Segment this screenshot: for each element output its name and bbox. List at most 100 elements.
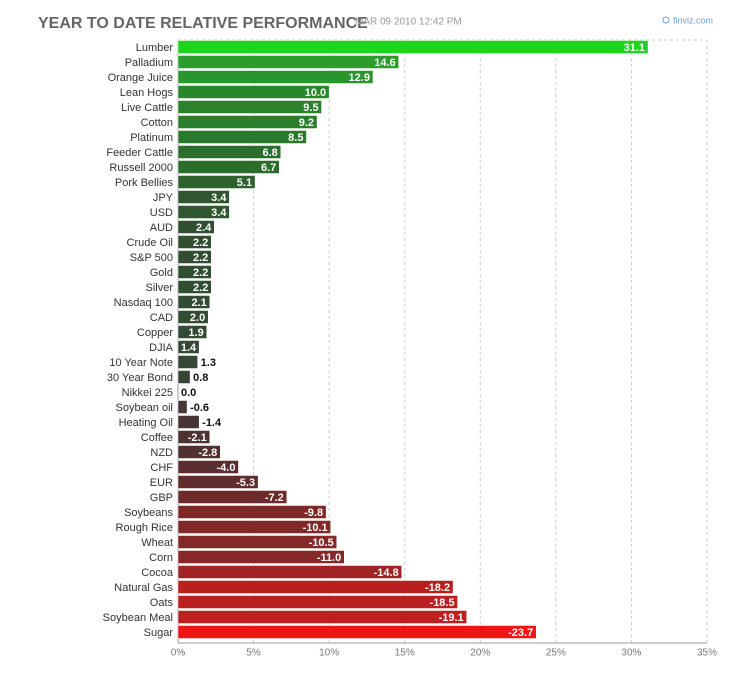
brand: finviz.com xyxy=(673,15,713,25)
category-label: USD xyxy=(150,207,173,219)
category-label: Cocoa xyxy=(141,567,174,579)
value-label: -23.7 xyxy=(508,627,533,639)
category-label: Pork Bellies xyxy=(115,177,174,189)
x-tick-label: 20% xyxy=(470,648,490,659)
x-tick-label: 15% xyxy=(395,648,415,659)
category-label: Cotton xyxy=(141,117,173,129)
category-label: Soybean oil xyxy=(116,402,174,414)
bar xyxy=(177,325,207,339)
value-label: 5.1 xyxy=(237,177,252,189)
value-label: 2.4 xyxy=(196,222,212,234)
category-label: Natural Gas xyxy=(114,582,173,594)
bar xyxy=(177,490,288,504)
category-label: Oats xyxy=(150,597,174,609)
bar xyxy=(177,580,454,594)
category-label: AUD xyxy=(150,222,173,234)
bar xyxy=(177,100,322,114)
category-label: Silver xyxy=(145,282,173,294)
category-label: 30 Year Bond xyxy=(107,372,173,384)
chart-title: YEAR TO DATE RELATIVE PERFORMANCE xyxy=(38,15,368,32)
bar xyxy=(177,160,280,174)
category-label: CAD xyxy=(150,312,173,324)
value-label: -9.8 xyxy=(304,507,323,519)
value-label: 9.2 xyxy=(299,117,314,129)
bar xyxy=(177,310,209,324)
value-label: -0.6 xyxy=(190,402,209,414)
category-label: DJIA xyxy=(149,342,174,354)
value-label: 12.9 xyxy=(349,72,370,84)
value-label: -7.2 xyxy=(265,492,284,504)
value-label: 14.6 xyxy=(374,57,395,69)
value-label: 2.2 xyxy=(193,252,208,264)
x-tick-label: 25% xyxy=(546,648,566,659)
category-label: Crude Oil xyxy=(127,237,173,249)
bar xyxy=(177,220,215,234)
bar xyxy=(177,190,230,204)
bar xyxy=(177,85,330,99)
bar xyxy=(177,445,221,459)
bar xyxy=(177,70,374,84)
category-label: Sugar xyxy=(144,627,174,639)
value-label: -5.3 xyxy=(236,477,255,489)
value-label: -10.5 xyxy=(309,537,334,549)
bar xyxy=(177,400,188,414)
value-label: 1.9 xyxy=(188,327,203,339)
bar xyxy=(177,595,458,609)
category-label: Palladium xyxy=(125,57,173,69)
bar xyxy=(177,565,402,579)
value-label: 0.8 xyxy=(193,372,208,384)
category-label: EUR xyxy=(150,477,173,489)
category-label: CHF xyxy=(150,462,173,474)
value-label: 2.1 xyxy=(191,297,206,309)
x-tick-label: 30% xyxy=(621,648,641,659)
bar xyxy=(177,115,318,129)
x-tick-label: 5% xyxy=(246,648,261,659)
value-label: 2.2 xyxy=(193,267,208,279)
bar xyxy=(177,535,337,549)
x-tick-label: 0% xyxy=(171,648,186,659)
bar xyxy=(177,280,212,294)
bar xyxy=(177,340,200,354)
category-label: Nasdaq 100 xyxy=(114,297,173,309)
bar xyxy=(177,430,210,444)
bar xyxy=(177,355,198,369)
category-label: Soybeans xyxy=(124,507,173,519)
x-tick-label: 35% xyxy=(697,648,717,659)
category-label: Lumber xyxy=(136,42,174,54)
category-label: JPY xyxy=(153,192,174,204)
bar xyxy=(177,295,210,309)
value-label: -18.2 xyxy=(425,582,450,594)
value-label: -10.1 xyxy=(303,522,328,534)
category-label: Orange Juice xyxy=(108,72,173,84)
bar xyxy=(177,175,256,189)
bar xyxy=(177,235,212,249)
value-label: -1.4 xyxy=(202,417,222,429)
bar xyxy=(177,415,200,429)
category-label: Platinum xyxy=(130,132,173,144)
bar xyxy=(177,475,259,489)
bar xyxy=(177,250,212,264)
category-label: GBP xyxy=(150,492,173,504)
value-label: 9.5 xyxy=(303,102,318,114)
bar xyxy=(177,40,649,54)
chart-subtitle: MAR 09 2010 12:42 PM xyxy=(355,17,462,28)
value-label: -2.1 xyxy=(188,432,207,444)
bar xyxy=(177,520,331,534)
category-label: Soybean Meal xyxy=(103,612,173,624)
bar xyxy=(177,145,282,159)
bar xyxy=(177,610,467,624)
value-label: 8.5 xyxy=(288,132,303,144)
brand-icon xyxy=(662,16,670,24)
value-label: -14.8 xyxy=(374,567,399,579)
bar xyxy=(177,370,191,384)
bar xyxy=(177,55,399,69)
value-label: 10.0 xyxy=(305,87,326,99)
value-label: -18.5 xyxy=(430,597,455,609)
value-label: 1.3 xyxy=(201,357,216,369)
x-tick-label: 10% xyxy=(319,648,339,659)
value-label: 2.0 xyxy=(190,312,205,324)
bar xyxy=(177,205,230,219)
value-label: 3.4 xyxy=(211,207,227,219)
value-label: 2.2 xyxy=(193,282,208,294)
